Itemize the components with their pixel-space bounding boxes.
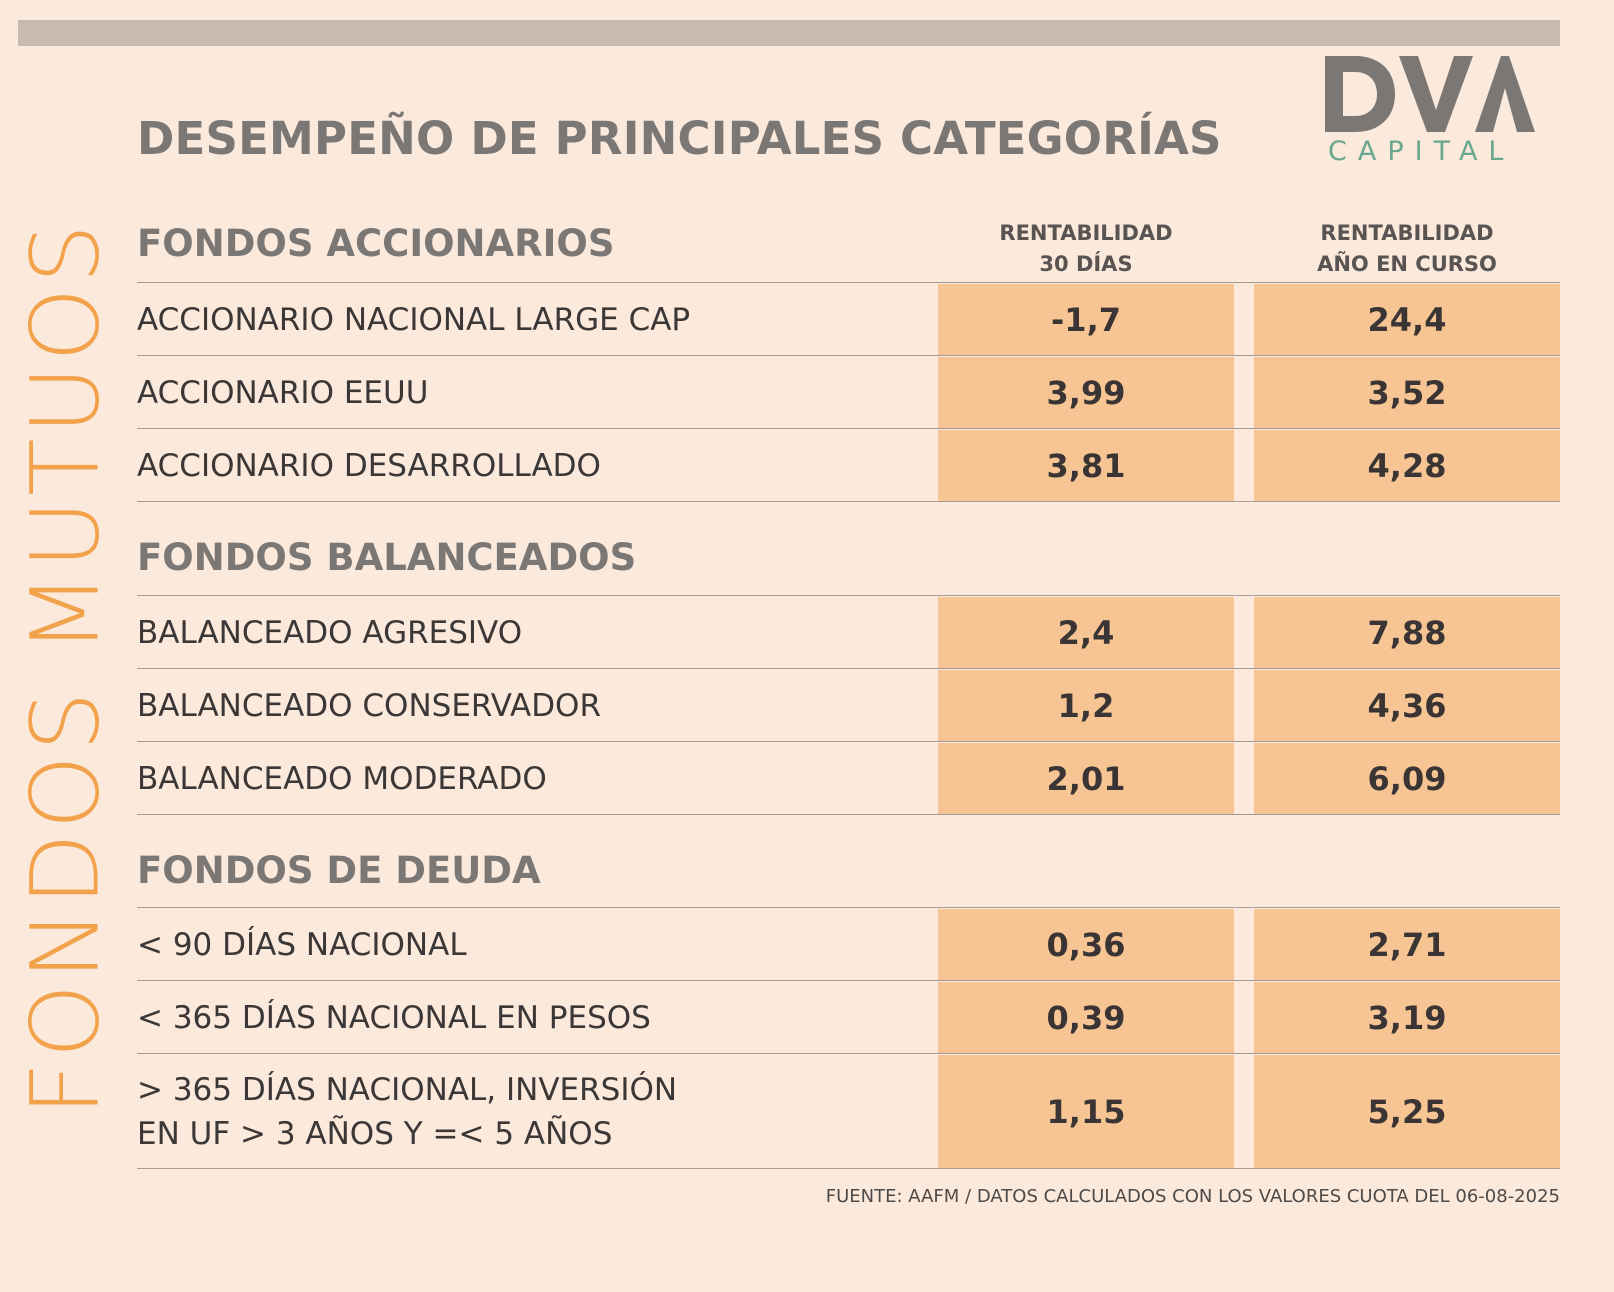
- value-ano-en-curso: 5,25: [1254, 1055, 1560, 1168]
- row-label-line: > 365 DÍAS NACIONAL, INVERSIÓN: [137, 1071, 678, 1108]
- table-row: < 90 DÍAS NACIONAL 0,36 2,71: [137, 909, 1560, 980]
- table-row: BALANCEADO CONSERVADOR 1,2 4,36: [137, 670, 1560, 741]
- page-title: DESEMPEÑO DE PRINCIPALES CATEGORÍAS: [137, 112, 1222, 165]
- row-label: ACCIONARIO DESARROLLADO: [137, 447, 601, 484]
- row-label: BALANCEADO MODERADO: [137, 760, 547, 797]
- top-bar: [18, 20, 1560, 46]
- row-label: < 365 DÍAS NACIONAL EN PESOS: [137, 999, 651, 1036]
- divider: [137, 595, 1560, 596]
- table-row: ACCIONARIO NACIONAL LARGE CAP -1,7 24,4: [137, 284, 1560, 355]
- value-ano-en-curso: 7,88: [1254, 597, 1560, 668]
- vertical-title: FONDOS MUTUOS: [11, 219, 121, 1117]
- row-label: BALANCEADO CONSERVADOR: [137, 687, 602, 724]
- value-30-dias: 2,4: [938, 597, 1234, 668]
- section-title-balanceados: FONDOS BALANCEADOS: [137, 536, 637, 579]
- divider: [137, 980, 1560, 981]
- value-30-dias: 3,81: [938, 430, 1234, 501]
- table-row: BALANCEADO MODERADO 2,01 6,09: [137, 743, 1560, 814]
- value-ano-en-curso: 3,52: [1254, 357, 1560, 428]
- row-label: BALANCEADO AGRESIVO: [137, 614, 523, 651]
- value-ano-en-curso: 4,28: [1254, 430, 1560, 501]
- column-header-line: AÑO EN CURSO: [1317, 252, 1497, 276]
- divider: [137, 1053, 1560, 1054]
- value-30-dias: 0,36: [938, 909, 1234, 980]
- divider: [137, 1168, 1560, 1169]
- column-header-ano-en-curso: RENTABILIDAD AÑO EN CURSO: [1254, 218, 1560, 280]
- column-header-line: RENTABILIDAD: [1320, 221, 1494, 245]
- value-30-dias: 0,39: [938, 982, 1234, 1053]
- divider: [137, 741, 1560, 742]
- dva-capital-logo: CAPITAL: [1325, 54, 1535, 170]
- column-header-line: 30 DÍAS: [1039, 252, 1133, 276]
- divider: [137, 501, 1560, 502]
- value-ano-en-curso: 6,09: [1254, 743, 1560, 814]
- logo-subtitle: CAPITAL: [1328, 136, 1515, 167]
- section-title-deuda: FONDOS DE DEUDA: [137, 849, 541, 892]
- divider: [137, 428, 1560, 429]
- row-label: ACCIONARIO NACIONAL LARGE CAP: [137, 301, 691, 338]
- row-label: > 365 DÍAS NACIONAL, INVERSIÓN EN UF > 3…: [137, 1055, 677, 1168]
- table-row: ACCIONARIO EEUU 3,99 3,52: [137, 357, 1560, 428]
- divider: [137, 907, 1560, 908]
- value-30-dias: 2,01: [938, 743, 1234, 814]
- value-30-dias: 3,99: [938, 357, 1234, 428]
- divider: [137, 668, 1560, 669]
- section-title-accionarios: FONDOS ACCIONARIOS: [137, 222, 615, 265]
- table-row: ACCIONARIO DESARROLLADO 3,81 4,28: [137, 430, 1560, 501]
- row-label-line: EN UF > 3 AÑOS Y =< 5 AÑOS: [137, 1115, 613, 1152]
- row-label: < 90 DÍAS NACIONAL: [137, 926, 467, 963]
- table-row: > 365 DÍAS NACIONAL, INVERSIÓN EN UF > 3…: [137, 1055, 1560, 1168]
- value-ano-en-curso: 2,71: [1254, 909, 1560, 980]
- value-30-dias: 1,15: [938, 1055, 1234, 1168]
- value-ano-en-curso: 4,36: [1254, 670, 1560, 741]
- value-30-dias: -1,7: [938, 284, 1234, 355]
- value-30-dias: 1,2: [938, 670, 1234, 741]
- value-ano-en-curso: 3,19: [1254, 982, 1560, 1053]
- divider: [137, 282, 1560, 283]
- value-ano-en-curso: 24,4: [1254, 284, 1560, 355]
- column-header-line: RENTABILIDAD: [999, 221, 1173, 245]
- dva-logo-mark: [1325, 56, 1535, 132]
- table-row: BALANCEADO AGRESIVO 2,4 7,88: [137, 597, 1560, 668]
- divider: [137, 355, 1560, 356]
- source-note: FUENTE: AAFM / DATOS CALCULADOS CON LOS …: [825, 1186, 1560, 1207]
- divider: [137, 814, 1560, 815]
- row-label: ACCIONARIO EEUU: [137, 374, 429, 411]
- table-row: < 365 DÍAS NACIONAL EN PESOS 0,39 3,19: [137, 982, 1560, 1053]
- column-header-30-dias: RENTABILIDAD 30 DÍAS: [938, 218, 1234, 280]
